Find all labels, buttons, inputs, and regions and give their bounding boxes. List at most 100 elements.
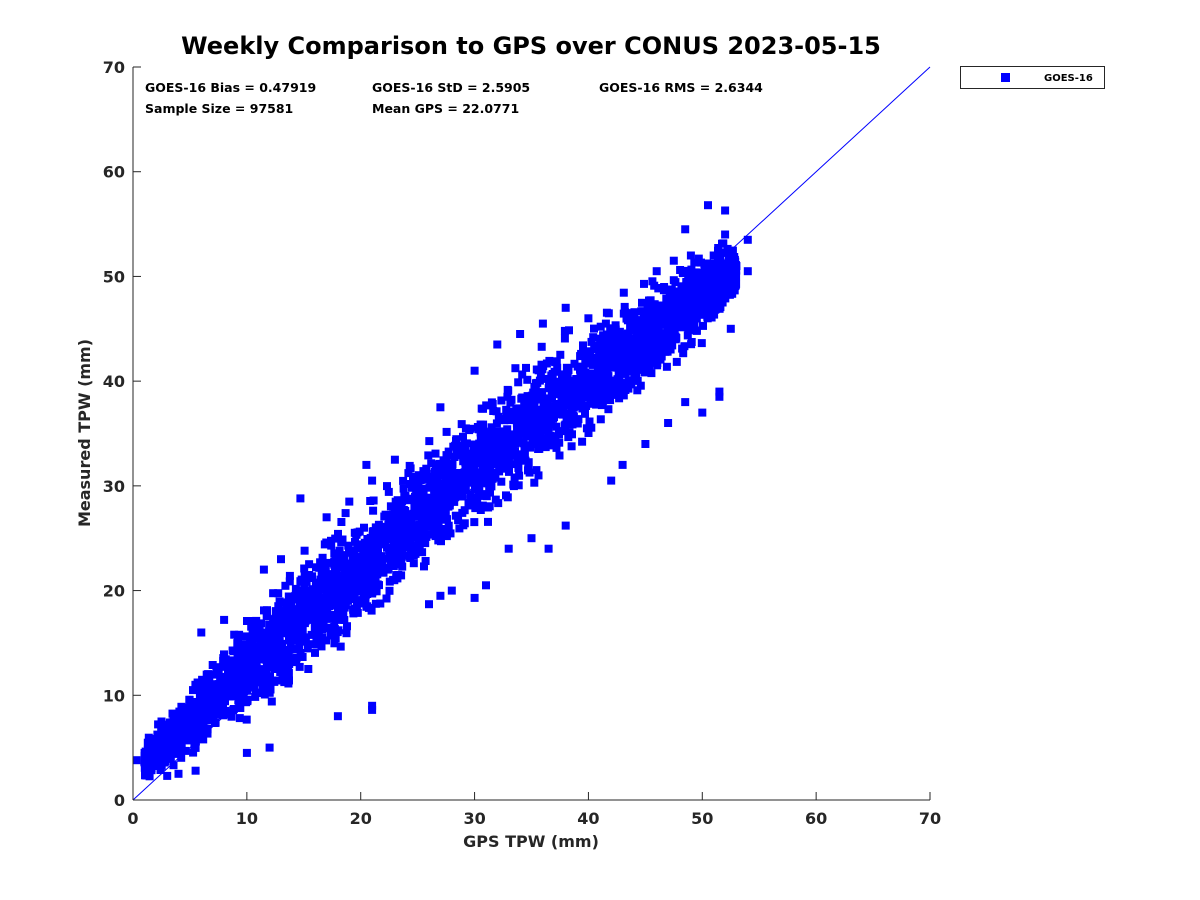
data-point: [471, 504, 480, 513]
data-point: [242, 715, 251, 724]
data-point: [513, 457, 522, 466]
data-point: [312, 563, 320, 572]
data-point: [346, 594, 354, 603]
data-point: [672, 357, 681, 366]
data-point: [298, 653, 307, 661]
data-point: [522, 363, 530, 372]
data-point: [314, 619, 323, 627]
data-point: [726, 324, 735, 333]
data-point: [401, 533, 410, 542]
data-point: [442, 427, 451, 436]
data-point: [677, 282, 686, 291]
data-point: [679, 318, 688, 326]
data-point: [479, 420, 488, 429]
data-point: [202, 670, 211, 679]
data-point: [451, 486, 460, 495]
data-point: [651, 352, 660, 361]
data-point: [488, 474, 497, 483]
data-point: [396, 496, 404, 505]
data-point: [544, 384, 553, 393]
legend: GOES-16: [960, 66, 1105, 89]
data-point: [333, 712, 342, 721]
data-point: [364, 542, 373, 551]
data-point: [460, 506, 469, 515]
data-point: [270, 677, 279, 686]
data-point: [599, 370, 607, 379]
data-point: [518, 424, 527, 433]
data-point: [725, 270, 734, 279]
x-tick-label: 20: [350, 809, 372, 828]
data-point: [444, 475, 453, 484]
data-point: [371, 599, 380, 608]
data-point: [169, 746, 178, 755]
data-point: [370, 527, 378, 536]
data-point: [479, 454, 488, 463]
data-point: [608, 339, 617, 348]
data-point: [341, 580, 350, 589]
data-point: [364, 603, 373, 612]
data-point: [697, 258, 705, 267]
data-point: [647, 347, 656, 356]
data-point: [411, 541, 420, 550]
data-point: [317, 597, 326, 606]
data-point: [728, 289, 737, 298]
data-point: [214, 663, 223, 672]
data-point: [719, 239, 728, 248]
data-point: [343, 622, 351, 631]
data-point: [272, 607, 280, 616]
data-point: [303, 597, 312, 606]
data-point: [464, 450, 473, 459]
data-point: [546, 403, 555, 412]
data-point: [332, 596, 341, 605]
data-point: [391, 539, 400, 548]
data-point: [470, 593, 479, 602]
data-point: [425, 499, 434, 508]
data-point: [487, 482, 496, 491]
data-point: [362, 460, 371, 469]
data-point: [691, 268, 700, 277]
data-point: [704, 201, 712, 210]
data-point: [660, 283, 669, 291]
data-point: [140, 758, 149, 767]
data-point: [567, 419, 576, 428]
data-point: [578, 369, 587, 378]
data-point: [516, 330, 525, 338]
data-point: [265, 688, 274, 697]
data-point: [489, 450, 498, 459]
data-point: [583, 393, 592, 402]
data-point: [486, 462, 495, 471]
data-point: [654, 342, 663, 351]
data-point: [544, 544, 553, 553]
data-point: [721, 294, 730, 303]
data-point: [561, 303, 570, 312]
data-point: [600, 384, 609, 393]
data-point: [211, 718, 220, 727]
data-point: [310, 623, 319, 632]
data-point: [732, 272, 741, 281]
data-point: [514, 378, 523, 387]
data-point: [370, 553, 379, 561]
data-point: [509, 482, 518, 491]
data-point: [425, 437, 434, 446]
data-point: [671, 320, 680, 329]
data-point: [226, 686, 235, 694]
data-point: [331, 634, 340, 643]
data-point: [447, 491, 456, 500]
data-point: [166, 753, 175, 762]
data-point: [709, 286, 718, 295]
data-point: [715, 387, 724, 396]
y-tick-label: 30: [103, 477, 125, 496]
data-point: [470, 366, 479, 375]
data-point: [438, 459, 447, 468]
data-point: [533, 389, 542, 398]
data-point: [620, 302, 629, 311]
data-point: [585, 417, 594, 426]
data-point: [276, 608, 285, 617]
data-point: [484, 517, 492, 526]
data-point: [406, 554, 415, 562]
data-point: [369, 537, 378, 546]
data-point: [331, 615, 340, 624]
data-point: [641, 440, 650, 448]
data-point: [721, 206, 730, 215]
data-point: [215, 698, 224, 707]
